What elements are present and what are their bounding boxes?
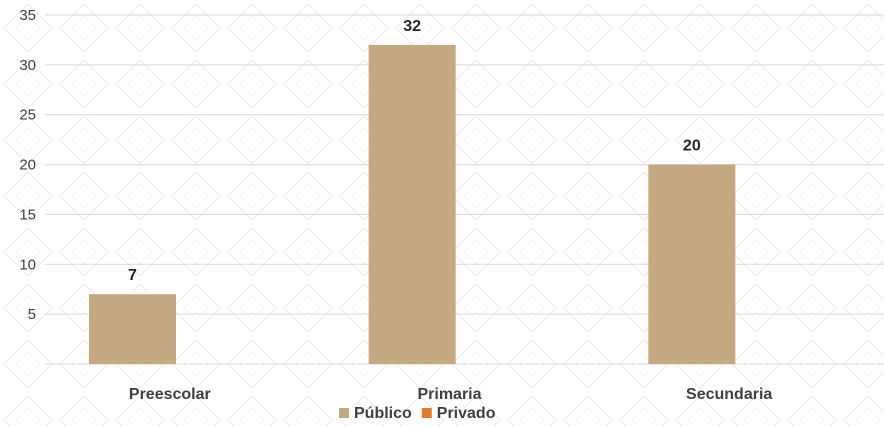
- bar-preescolar: [89, 294, 176, 364]
- bar-primaria: [368, 44, 456, 365]
- legend-label: Público: [354, 405, 412, 422]
- gridlines: [45, 14, 884, 365]
- y-axis-ticks: 5 10 15 20 25 30 35: [19, 7, 36, 323]
- y-tick-label: 15: [19, 206, 36, 223]
- bar-secundaria: [648, 164, 736, 364]
- x-tick-label: Secundaria: [686, 386, 772, 403]
- y-tick-label: 10: [19, 256, 36, 273]
- legend: Público Privado: [339, 405, 496, 422]
- y-tick-label: 25: [19, 107, 36, 124]
- data-label: 32: [403, 18, 421, 35]
- x-tick-label: Primaria: [417, 386, 481, 403]
- y-tick-label: 20: [19, 157, 36, 174]
- x-tick-label: Preescolar: [129, 386, 211, 403]
- data-label: 20: [683, 138, 701, 155]
- legend-swatch: [339, 408, 349, 418]
- y-tick-label: 30: [19, 57, 36, 74]
- y-tick-label: 35: [19, 7, 36, 24]
- legend-label: Privado: [437, 405, 496, 422]
- bars: 7 32 20: [89, 18, 736, 365]
- y-tick-label: 5: [28, 306, 36, 323]
- data-label: 7: [128, 267, 137, 284]
- x-axis-ticks: Preescolar Primaria Secundaria: [129, 386, 772, 403]
- legend-swatch: [421, 408, 432, 418]
